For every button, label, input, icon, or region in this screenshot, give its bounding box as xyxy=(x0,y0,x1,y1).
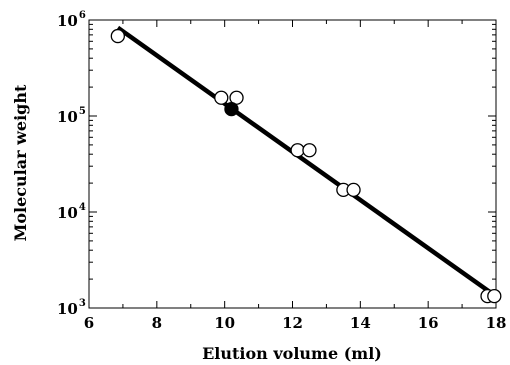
fit-line xyxy=(116,25,494,296)
x-axis-label: Elution volume (ml) xyxy=(202,344,382,363)
open-data-point xyxy=(290,143,305,158)
x-tick-label: 6 xyxy=(84,314,94,332)
y-tick-label: 105 xyxy=(57,106,86,126)
open-data-point xyxy=(214,90,229,105)
y-tick-label: 104 xyxy=(57,202,86,222)
x-tick-label: 8 xyxy=(152,314,162,332)
plot-frame xyxy=(88,19,497,309)
open-data-point xyxy=(487,288,502,304)
open-data-point xyxy=(346,182,361,198)
y-tick-label: 106 xyxy=(57,10,86,30)
y-axis-label: Molecular weight xyxy=(11,84,30,241)
filled-data-point xyxy=(224,101,239,117)
data-points xyxy=(110,28,502,304)
x-tick-label: 18 xyxy=(486,314,507,332)
axis-ticks xyxy=(88,19,497,309)
x-tick-label: 16 xyxy=(418,314,439,332)
open-data-point xyxy=(302,143,317,158)
y-tick-label: 103 xyxy=(57,298,86,318)
open-data-point xyxy=(110,28,125,44)
x-tick-label: 12 xyxy=(282,314,303,332)
x-tick-label: 14 xyxy=(350,314,371,332)
y-tick-labels: 103 104 105 106 xyxy=(57,10,86,318)
x-tick-labels: 6 8 10 12 14 16 18 xyxy=(84,314,507,332)
x-tick-label: 10 xyxy=(214,314,235,332)
